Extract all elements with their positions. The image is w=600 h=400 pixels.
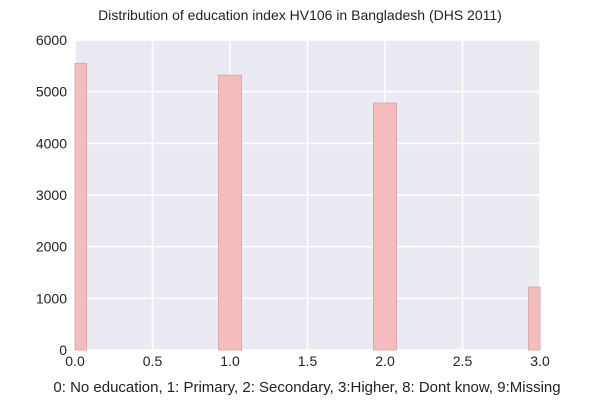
x-tick-label: 2.5 <box>453 353 473 369</box>
bar-1 <box>217 74 243 351</box>
x-tick-label: 0.5 <box>143 353 163 369</box>
x-tick-labels: 0.0 0.5 1.0 1.5 2.0 2.5 3.0 <box>65 353 550 369</box>
y-tick-label: 3000 <box>36 187 67 203</box>
y-tick-label: 4000 <box>36 135 67 151</box>
x-tick-label: 1.5 <box>298 353 318 369</box>
x-tick-label: 1.0 <box>220 353 240 369</box>
x-axis-label: 0: No education, 1: Primary, 2: Secondar… <box>53 379 560 396</box>
bars <box>74 62 541 351</box>
y-tick-labels: 0 1000 2000 3000 4000 5000 6000 <box>36 32 67 358</box>
y-tick-label: 2000 <box>36 239 67 255</box>
bar-0 <box>74 62 88 351</box>
bar-2 <box>372 102 398 351</box>
y-tick-label: 5000 <box>36 84 67 100</box>
chart-title: Distribution of education index HV106 in… <box>98 7 502 23</box>
x-tick-label: 2.0 <box>375 353 395 369</box>
y-tick-label: 6000 <box>36 32 67 48</box>
x-tick-label: 0.0 <box>65 353 85 369</box>
bar-3 <box>527 286 541 351</box>
x-tick-label: 3.0 <box>530 353 550 369</box>
y-tick-label: 1000 <box>36 290 67 306</box>
y-tick-label: 0 <box>59 342 67 358</box>
